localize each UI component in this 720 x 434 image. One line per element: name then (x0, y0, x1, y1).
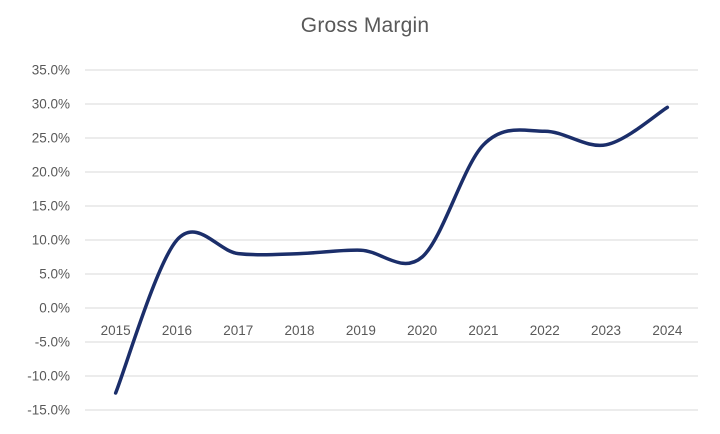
x-tick-label: 2021 (468, 323, 498, 338)
x-tick-label: 2024 (652, 323, 683, 338)
x-tick-label: 2022 (530, 323, 560, 338)
x-axis-tick-labels: 2015 2016 2017 2018 2019 2020 2021 2022 2023 2024 (101, 323, 683, 338)
y-tick-label: 10.0% (32, 233, 70, 248)
y-tick-label: 25.0% (32, 131, 70, 146)
y-tick-label: 15.0% (32, 199, 70, 214)
x-tick-label: 2015 (101, 323, 131, 338)
x-tick-label: 2018 (285, 323, 315, 338)
x-tick-label: 2023 (591, 323, 621, 338)
gross-margin-line-series (113, 105, 670, 395)
chart-title: Gross Margin (300, 14, 430, 37)
y-tick-label: 35.0% (32, 63, 70, 78)
y-tick-label: -5.0% (35, 335, 70, 350)
y-tick-label: -15.0% (27, 403, 70, 418)
x-tick-label: 2019 (346, 323, 376, 338)
y-tick-label: 20.0% (32, 165, 70, 180)
gridlines (85, 69, 698, 411)
y-axis-tick-labels: 35.0% 30.0% 25.0% 20.0% 15.0% 10.0% 5.0% 0.0% -5… (27, 63, 70, 418)
x-tick-label: 2020 (407, 323, 437, 338)
y-tick-label: 0.0% (39, 301, 70, 316)
x-tick-label: 2017 (223, 323, 253, 338)
y-tick-label: 30.0% (32, 97, 70, 112)
x-tick-label: 2016 (162, 323, 192, 338)
y-tick-label: -10.0% (27, 369, 70, 384)
y-tick-label: 5.0% (39, 267, 70, 282)
